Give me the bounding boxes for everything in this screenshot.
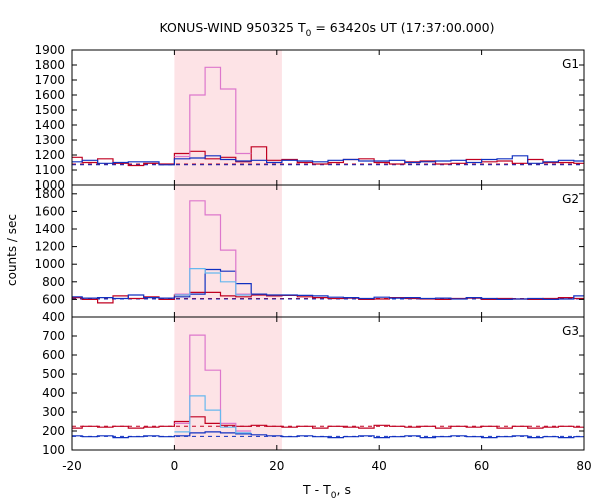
g2-ytick-label: 1200 — [34, 240, 65, 254]
g3-series-blue — [72, 431, 584, 439]
xtick-label: 80 — [576, 459, 591, 473]
g3-ytick-label: 400 — [42, 386, 65, 400]
g1-series-red — [72, 146, 584, 167]
g2-ytick-label: 600 — [42, 292, 65, 306]
g1-ytick-label: 1800 — [34, 58, 65, 72]
g1-ytick-label: 1500 — [34, 103, 65, 117]
g2-ytick-label: 1800 — [34, 187, 65, 201]
g2-ytick-label: 1400 — [34, 222, 65, 236]
series-layer — [72, 66, 584, 439]
xtick-label: 0 — [171, 459, 179, 473]
g3-ytick-label: 100 — [42, 443, 65, 457]
g1-series-blue — [72, 155, 584, 166]
xtick-label: 20 — [269, 459, 284, 473]
chart-title: KONUS-WIND 950325 T0 = 63420s UT (17:37:… — [159, 20, 494, 39]
g2-series-pink — [174, 200, 252, 295]
g3-panel-label: G3 — [562, 324, 579, 338]
g1-ytick-label: 1700 — [34, 73, 65, 87]
x-axis-label: T - T0, s — [302, 482, 351, 500]
g1-ytick-label: 1600 — [34, 88, 65, 102]
chart-title-sub: 0 — [306, 29, 312, 39]
g2-ytick-label: 1000 — [34, 257, 65, 271]
g3-frame — [71, 316, 585, 451]
x-axis-label-main: T - T — [302, 482, 331, 497]
g3-series-lightblue — [174, 395, 252, 434]
xtick-label: 40 — [372, 459, 387, 473]
tick-label-layer: G110001100120013001400150016001700180019… — [34, 43, 591, 473]
g3-ytick-label: 200 — [42, 424, 65, 438]
g1-ytick-label: 1100 — [34, 163, 65, 177]
g2-series-lightblue — [174, 268, 252, 296]
chart-title-main: KONUS-WIND 950325 T — [159, 20, 305, 35]
g1-ytick-label: 1900 — [34, 43, 65, 57]
xtick-label: 60 — [474, 459, 489, 473]
g3-ytick-label: 300 — [42, 405, 65, 419]
g1-ytick-label: 1300 — [34, 133, 65, 147]
g2-ytick-label: 400 — [42, 310, 65, 324]
g3-ytick-label: 600 — [42, 348, 65, 362]
g2-panel-label: G2 — [562, 192, 579, 206]
g1-ytick-label: 1200 — [34, 148, 65, 162]
g3-ytick-label: 700 — [42, 329, 65, 343]
g3-ytick-label: 500 — [42, 367, 65, 381]
g1-panel-label: G1 — [562, 57, 579, 71]
g1-ytick-label: 1000 — [34, 178, 65, 192]
g2-ytick-label: 800 — [42, 275, 65, 289]
axes-frame-layer — [71, 49, 585, 451]
x-axis-label-sub: 0 — [331, 491, 337, 500]
g1-series-pink — [174, 66, 252, 158]
g1-ytick-label: 1400 — [34, 118, 65, 132]
g2-ytick-label: 1600 — [34, 204, 65, 218]
xtick-label: -20 — [62, 459, 82, 473]
chart-title-rest: = 63420s UT (17:37:00.000) — [311, 20, 494, 35]
x-axis-label-rest: , s — [337, 482, 351, 497]
y-axis-label: counts / sec — [5, 214, 19, 286]
g3-series-red — [72, 416, 584, 429]
g2-series-blue — [72, 268, 584, 300]
